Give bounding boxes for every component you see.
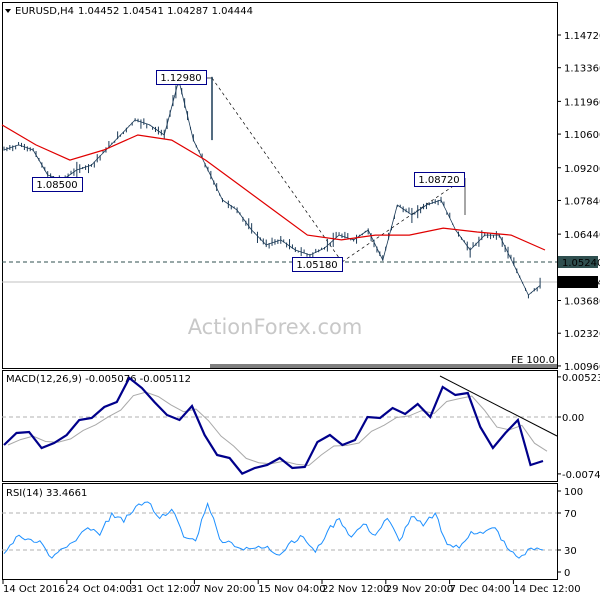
time-tick-label: 22 Nov 12:00	[322, 584, 389, 595]
price-axis: 1.14720 1.13360 1.11960 1.10600 1.09200 1.078…	[557, 31, 600, 373]
rsi-label: RSI(14) 33.4661	[6, 488, 87, 499]
triangle-down-icon[interactable]	[5, 9, 11, 13]
price-tick-label: 1.00960	[564, 362, 600, 373]
annotation-low-1: 1.08500	[32, 177, 83, 192]
price-line	[3, 79, 541, 296]
moving-average-line	[1, 124, 546, 251]
svg-text:1.08720: 1.08720	[418, 175, 459, 186]
header-ohlc: 1.04452 1.04541 1.04287 1.04444	[78, 6, 253, 17]
svg-text:1.08500: 1.08500	[36, 180, 77, 191]
macd-tick-label: 0.005239	[562, 373, 600, 384]
price-bars	[3, 76, 541, 299]
fib-line-down	[211, 77, 343, 263]
price-tick-label: 1.14720	[564, 31, 600, 42]
price-tick-label: 1.11960	[564, 97, 600, 108]
macd-panel	[2, 370, 558, 482]
fe-label: FE 100.0	[511, 355, 555, 366]
time-tick-label: 14 Oct 2016	[3, 584, 65, 595]
rsi-tick-label: 0	[564, 568, 570, 579]
time-tick-label: 31 Oct 12:00	[131, 584, 196, 595]
svg-text:1.05180: 1.05180	[296, 260, 337, 271]
time-tick-label: 15 Nov 04:00	[258, 584, 325, 595]
price-tick-label: 1.07840	[564, 196, 600, 207]
current-price-tag: 1.04444	[558, 276, 600, 289]
price-panel	[2, 2, 558, 369]
svg-text:1.05240: 1.05240	[562, 258, 600, 269]
macd-tick-label: 0.00	[562, 413, 584, 424]
time-tick-label: 24 Oct 04:00	[67, 584, 132, 595]
time-tick-label: 7 Nov 20:00	[194, 584, 255, 595]
price-tick-label: 1.09200	[564, 164, 600, 175]
header-symbol: EURUSD,H4	[15, 6, 74, 17]
level-price-tag: 1.05240	[558, 256, 600, 269]
fib-line-up	[341, 177, 466, 263]
watermark: ActionForex.com	[188, 315, 363, 339]
macd-main-line	[3, 376, 544, 475]
svg-text:1.12980: 1.12980	[160, 73, 201, 84]
macd-label: MACD(12,26,9) -0.005076 -0.005112	[6, 374, 191, 385]
macd-trendline	[439, 375, 558, 437]
annotation-low-2: 1.05180	[292, 257, 343, 272]
rsi-panel	[2, 483, 558, 580]
price-tick-label: 1.03680	[564, 297, 600, 308]
price-tick-label: 1.06440	[564, 230, 600, 241]
annotation-high: 1.12980	[156, 70, 207, 85]
annotation-high-2: 1.08720	[414, 172, 465, 187]
price-tick-label: 1.10600	[564, 130, 600, 141]
price-tick-label: 1.02320	[564, 329, 600, 340]
price-tick-label: 1.13360	[564, 64, 600, 75]
rsi-tick-label: 30	[564, 546, 577, 557]
rsi-tick-label: 100	[564, 487, 583, 498]
time-tick-label: 7 Dec 04:00	[450, 584, 511, 595]
macd-signal-line	[7, 391, 548, 467]
rsi-line	[3, 501, 544, 559]
time-tick-label: 14 Dec 12:00	[513, 584, 580, 595]
rsi-tick-label: 70	[564, 509, 577, 520]
svg-text:1.04444: 1.04444	[562, 278, 600, 289]
time-tick-label: 29 Nov 20:00	[386, 584, 453, 595]
macd-tick-label: -0.007433	[562, 470, 600, 481]
